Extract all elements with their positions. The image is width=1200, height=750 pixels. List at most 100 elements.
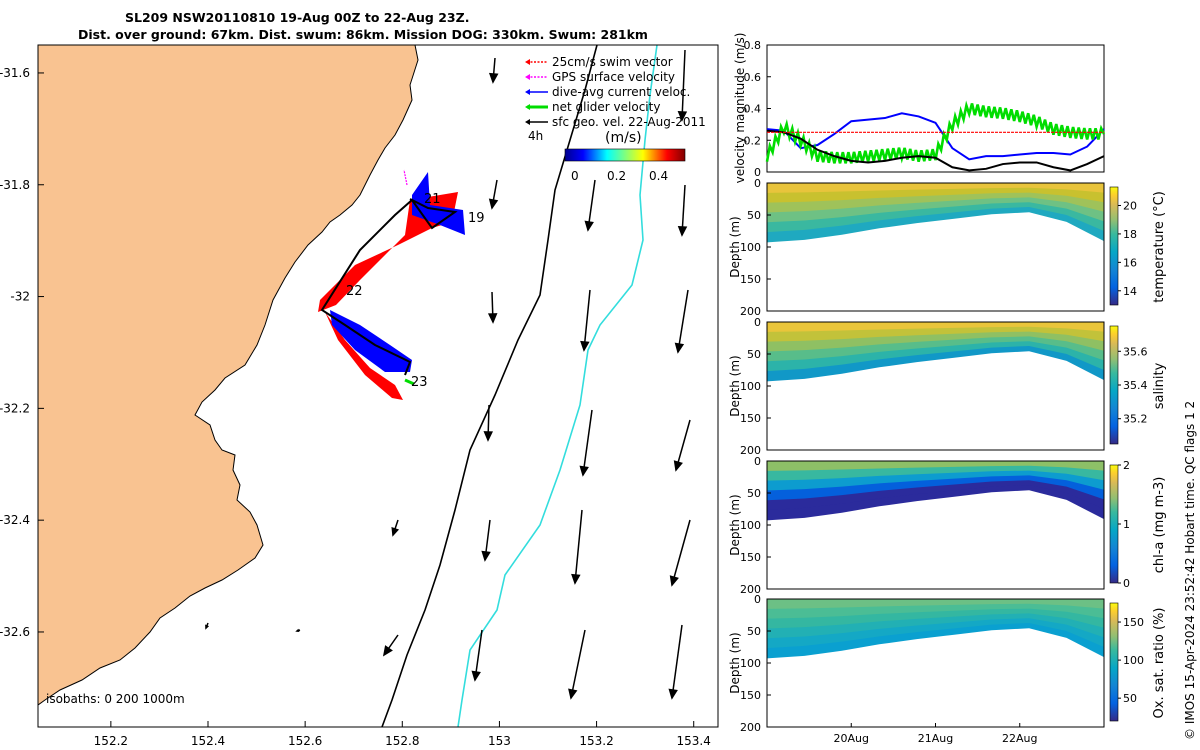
section-layer — [767, 465, 1104, 482]
section-layer — [767, 202, 1104, 233]
velocity-series-line — [766, 129, 1105, 172]
map-ytick-label: -32 — [10, 290, 30, 304]
geo-arrow-head — [568, 688, 578, 700]
velocity-ytick-label: 0.6 — [744, 71, 762, 84]
section-ytick-label: 0 — [754, 177, 761, 190]
colorbar-tick-label: 35.6 — [1123, 345, 1148, 358]
day-label-23: 23 — [411, 375, 428, 390]
copyright-note: © IMOS 15-Apr-2024 23:52:42 Hobart time.… — [1183, 400, 1197, 740]
section-layer — [767, 322, 1104, 333]
section-ytick-label: 100 — [740, 241, 761, 254]
geo-arrow-head — [471, 670, 481, 682]
colorbar-tick-0: 0 — [571, 169, 579, 183]
geo-arrow-shaft — [681, 49, 686, 121]
velocity-ylabel: velocity magnitude (m/s) — [733, 33, 747, 184]
geo-arrow-head — [674, 342, 685, 354]
geo-arrow-head — [677, 225, 688, 237]
geo-arrow-head — [488, 198, 499, 210]
map-ytick-label: -32.6 — [0, 625, 30, 639]
geo-arrow-head — [677, 111, 688, 122]
section-panel: 0 50 100 150 200 Depth (m) 14 16 18 20 temperature… — [728, 177, 1167, 318]
map-ytick-label: -31.6 — [0, 66, 30, 80]
geostrophic-velocity-arrows — [205, 49, 691, 700]
map-xtick-label: 153.4 — [677, 734, 711, 748]
section-panel: 0 50 100 150 200 Depth (m) 0 1 2 chl-a (mg m-3) — [728, 455, 1167, 596]
section-ytick-label: 100 — [740, 657, 761, 670]
colorbar-tick-04: 0.4 — [649, 169, 668, 183]
map-xtick-label: 153.2 — [579, 734, 613, 748]
land — [38, 45, 419, 706]
geo-arrow-shaft — [570, 629, 586, 699]
geo-arrow-head — [584, 220, 594, 232]
geo-arrow-head — [481, 550, 491, 562]
section-ytick-label: 150 — [740, 273, 761, 286]
map-ytick-label: -32.4 — [0, 513, 30, 527]
legend-label: net glider velocity — [552, 100, 660, 114]
colorbar-tick-label: 100 — [1123, 654, 1144, 667]
section-ylabel: Depth (m) — [728, 494, 742, 555]
section-xtick-label: 21Aug — [918, 732, 953, 745]
geo-arrow-head — [487, 313, 498, 324]
map-ytick-label: -31.8 — [0, 178, 30, 192]
section-ytick-label: 200 — [740, 444, 761, 457]
colorbar-label: Ox. sat. ratio (%) — [1152, 608, 1167, 719]
velocity-ytick-label: 0 — [754, 166, 761, 179]
geo-arrow-head — [668, 688, 678, 700]
section-ytick-label: 50 — [747, 209, 761, 222]
legend-label: sfc geo. vel. 22-Aug-2011 — [552, 115, 706, 129]
section-layer — [767, 341, 1104, 372]
section-panel: 0 50 100 150 200 Depth (m) 50 100 150 Ox. sat. ra… — [728, 593, 1167, 745]
legend-label: dive-avg current veloc. — [552, 85, 690, 99]
section-ytick-label: 50 — [747, 625, 761, 638]
geo-arrow-shaft — [671, 519, 691, 586]
map-border — [37, 44, 719, 728]
day-label-22: 22 — [346, 284, 363, 299]
section-layer — [767, 207, 1104, 243]
map-xtick-label: 152.2 — [94, 734, 128, 748]
geo-arrow-shaft — [574, 509, 583, 584]
section-ytick-label: 150 — [740, 551, 761, 564]
section-layer — [767, 461, 1104, 472]
section-colorbar — [1109, 186, 1119, 306]
section-layer — [767, 623, 1104, 659]
legend-swatch-head — [525, 119, 530, 125]
colorbar-tick-02: 0.2 — [607, 169, 626, 183]
legend-label: 25cm/s swim vector — [552, 55, 673, 69]
section-ylabel: Depth (m) — [728, 632, 742, 693]
section-ylabel: Depth (m) — [728, 216, 742, 277]
day-label-19: 19 — [468, 211, 485, 226]
colorbar-tick-label: 14 — [1123, 285, 1137, 298]
section-ytick-label: 200 — [740, 305, 761, 318]
gps-velocity-segment — [403, 169, 408, 186]
section-layer — [767, 485, 1104, 521]
map-xtick-label: 152.6 — [288, 734, 322, 748]
velocity-series-line — [766, 112, 1105, 161]
map-ytick-label: -32.2 — [0, 401, 30, 415]
colorbar-tick-label: 50 — [1123, 692, 1137, 705]
section-colorbar — [1109, 464, 1119, 584]
colorbar-tick-label: 16 — [1123, 256, 1137, 269]
map-axes: 152.2 152.4 152.6 152.8 153 153.2 153.4 -31.6 -3… — [0, 66, 711, 748]
section-layer — [767, 480, 1104, 511]
geo-arrow-head — [579, 465, 589, 477]
section-ytick-label: 200 — [740, 721, 761, 734]
section-xtick-label: 22Aug — [1002, 732, 1037, 745]
map-xtick-label: 152.4 — [191, 734, 225, 748]
section-ytick-label: 50 — [747, 348, 761, 361]
section-panel: 0 50 100 150 200 Depth (m) 35.2 35.4 35.6 salinit… — [728, 316, 1167, 457]
legend-label: GPS surface velocity — [552, 70, 675, 84]
geo-arrow-shaft — [671, 624, 683, 699]
geo-arrow-shaft — [583, 289, 591, 351]
geo-arrow-head — [391, 527, 400, 537]
legend-note: 4h — [528, 129, 543, 143]
geo-arrow-head — [295, 628, 300, 633]
day-label-21: 21 — [424, 192, 441, 207]
velocity-ytick-label: 0.4 — [744, 103, 762, 116]
geo-arrow-shaft — [677, 289, 689, 353]
colorbar-label: salinity — [1152, 362, 1167, 409]
geo-arrow-head — [488, 72, 499, 84]
colorbar-tick-label: 0 — [1123, 577, 1130, 590]
section-ylabel: Depth (m) — [728, 355, 742, 416]
section-layer — [767, 618, 1104, 649]
